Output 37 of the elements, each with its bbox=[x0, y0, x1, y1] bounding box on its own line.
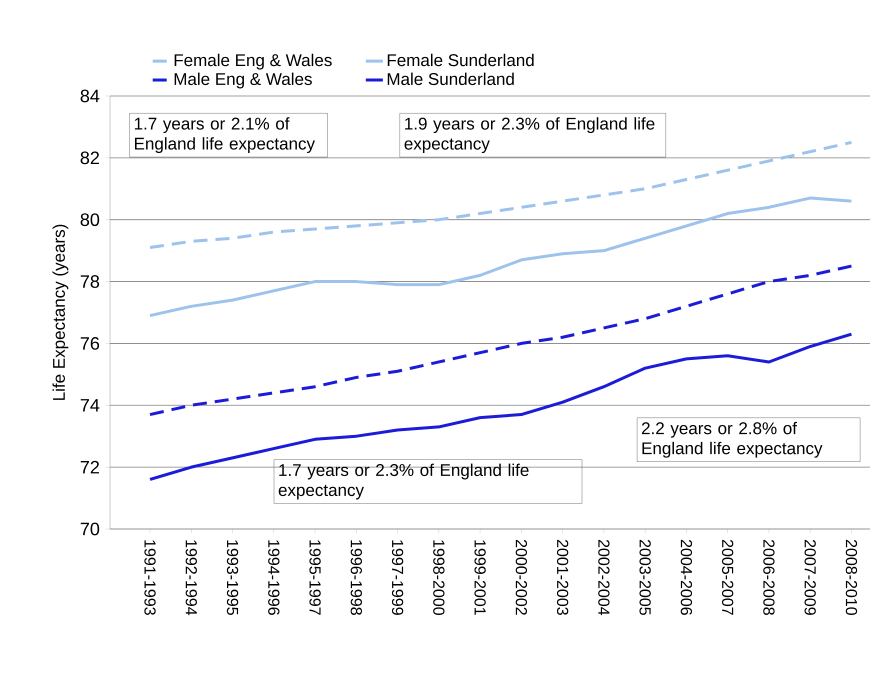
y-tick-label: 76 bbox=[80, 337, 100, 350]
x-tick-label: 2004-2006 bbox=[680, 540, 692, 615]
y-axis-title: Life Expectancy (years) bbox=[52, 224, 68, 400]
legend-label: Female Eng & Wales bbox=[174, 54, 332, 70]
annotation: 1.9 years or 2.3% of England life expectancy bbox=[404, 117, 654, 154]
annotation: 1.7 years or 2.1% of England life expectancy bbox=[134, 117, 315, 154]
y-tick-label: 74 bbox=[80, 399, 100, 412]
x-tick-label: 1994-1996 bbox=[268, 540, 280, 615]
legend-label: Female Sunderland bbox=[388, 54, 534, 66]
x-tick-label: 1999-2001 bbox=[474, 540, 486, 615]
legend-label: Male Sunderland bbox=[388, 72, 514, 86]
x-tick-label: 2001-2003 bbox=[556, 540, 568, 615]
x-tick-label: 2006-2008 bbox=[763, 540, 775, 615]
x-tick-label: 2002-2004 bbox=[598, 540, 610, 616]
legend-label: Male Eng & Wales bbox=[174, 72, 312, 88]
y-tick-label: 82 bbox=[80, 151, 99, 164]
y-tick-label: 84 bbox=[80, 90, 100, 102]
x-tick-label: 2000-2002 bbox=[516, 540, 528, 615]
x-tick-label: 1996-1998 bbox=[350, 540, 362, 615]
x-tick-label: 1991-1993 bbox=[144, 540, 156, 615]
x-tick-label: 2005-2007 bbox=[722, 540, 734, 615]
x-tick-label: 1998-2000 bbox=[433, 540, 444, 615]
x-tick-label: 2003-2005 bbox=[639, 540, 651, 615]
y-tick-label: 72 bbox=[80, 460, 99, 474]
line-series bbox=[148, 332, 853, 481]
y-tick-label: 70 bbox=[80, 522, 100, 536]
y-tick-label: 78 bbox=[80, 275, 100, 288]
x-tick-label: 2008-2010 bbox=[846, 540, 858, 615]
line-series bbox=[148, 196, 853, 318]
y-tick-label: 80 bbox=[80, 213, 100, 226]
annotation: 1.7 years or 2.3% of England life expectancy bbox=[278, 464, 529, 500]
x-tick-label: 2007-2009 bbox=[804, 540, 816, 615]
annotation: 2.2 years or 2.8% of England life expectancy bbox=[642, 422, 822, 458]
x-tick-label: 1992-1994 bbox=[186, 540, 197, 616]
x-tick-label: 1997-1999 bbox=[392, 540, 404, 615]
x-tick-label: 1993-1995 bbox=[226, 540, 238, 615]
x-tick-label: 1995-1997 bbox=[309, 540, 321, 615]
